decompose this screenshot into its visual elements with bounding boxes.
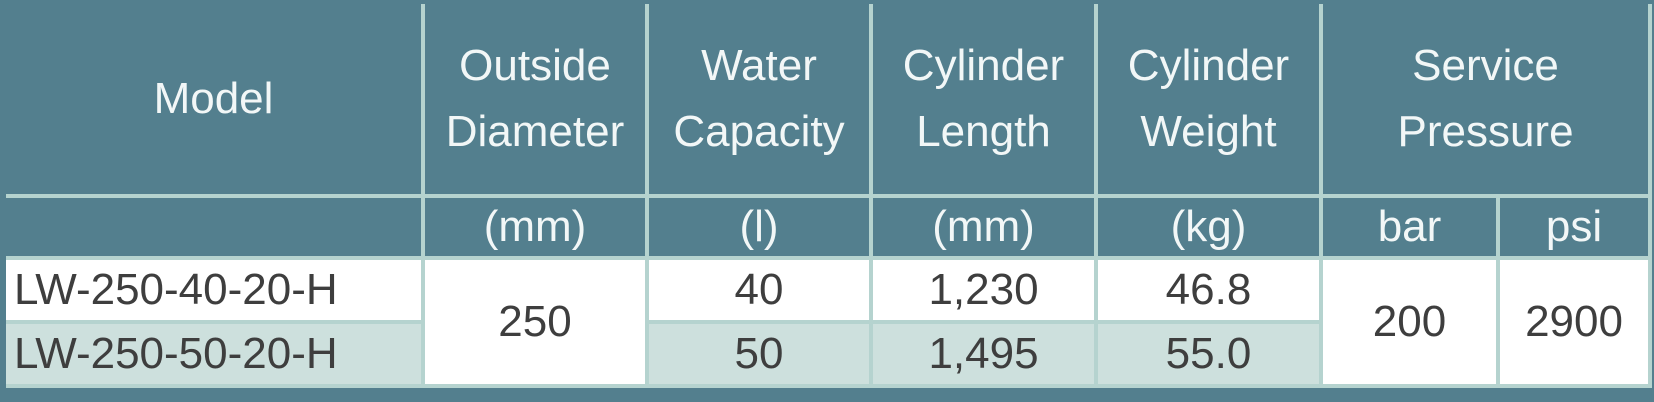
header-cell: Water Capacity — [645, 4, 873, 198]
data-cell: 200 — [1319, 256, 1500, 388]
data-cell: 40 — [645, 256, 873, 324]
data-cell: 1,230 — [869, 256, 1098, 324]
unit-cell: bar — [1319, 194, 1500, 260]
data-row: LW-250-50-20-H 50 1,495 55.0 — [6, 320, 1650, 388]
data-cell: 1,495 — [869, 320, 1098, 388]
model-cell: LW-250-50-20-H — [6, 320, 425, 388]
data-cell: 46.8 — [1094, 256, 1323, 324]
unit-cell: (mm) — [421, 194, 649, 260]
spec-table: Model Outside Diameter Water Capacity Cy… — [6, 4, 1653, 388]
header-cell: Outside Diameter — [421, 4, 649, 198]
unit-cell: (l) — [645, 194, 873, 260]
header-cell: Model — [6, 4, 425, 198]
unit-cell: psi — [1495, 194, 1653, 260]
data-cell: 55.0 — [1094, 320, 1323, 388]
unit-cell — [6, 194, 425, 260]
header-row: Model Outside Diameter Water Capacity Cy… — [6, 4, 1653, 198]
data-cell: 2900 — [1495, 256, 1653, 388]
unit-cell: (mm) — [869, 194, 1098, 260]
unit-row: (mm) (l) (mm) (kg) bar psi — [6, 194, 1653, 260]
header-cell: Service Pressure — [1318, 4, 1653, 198]
data-cell: 250 — [421, 256, 649, 388]
unit-cell: (kg) — [1094, 194, 1323, 260]
model-cell: LW-250-40-20-H — [6, 256, 425, 324]
header-cell: Cylinder Weight — [1094, 4, 1323, 198]
header-cell: Cylinder Length — [869, 4, 1098, 198]
data-row: LW-250-40-20-H 250 40 1,230 46.8 200 290… — [6, 256, 1653, 388]
data-cell: 50 — [645, 320, 873, 388]
